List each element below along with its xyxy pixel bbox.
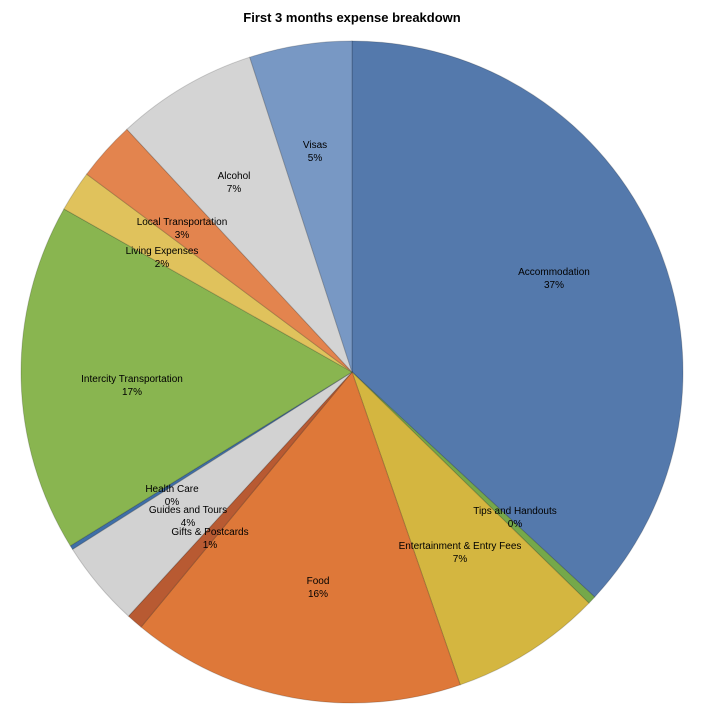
pie-slice-local-transportation xyxy=(85,128,353,373)
pie-slice-tips-and-handouts xyxy=(351,371,596,604)
slice-label-visas: Visas xyxy=(303,140,327,151)
slice-percent-intercity-transportation: 17% xyxy=(122,387,142,398)
pie-slice-accommodation xyxy=(351,40,684,598)
pie-slice-alcohol xyxy=(126,56,353,373)
slice-percent-entertainment-entry-fees: 7% xyxy=(453,554,468,565)
slice-percent-living-expenses: 2% xyxy=(155,259,170,270)
pie-slice-food xyxy=(140,370,461,704)
pie-slice-intercity-transportation xyxy=(20,208,353,547)
pie-slice-health-care xyxy=(69,371,353,551)
chart-title: First 3 months expense breakdown xyxy=(243,10,461,25)
pie-slice-visas xyxy=(249,40,353,373)
slice-percent-health-care: 0% xyxy=(165,497,180,508)
pie-slice-guides-and-tours xyxy=(71,371,353,617)
slice-percent-alcohol: 7% xyxy=(227,184,242,195)
slice-label-alcohol: Alcohol xyxy=(218,171,251,182)
slice-percent-food: 16% xyxy=(308,589,328,600)
slice-percent-accommodation: 37% xyxy=(544,280,564,291)
slice-label-food: Food xyxy=(307,576,330,587)
slice-label-intercity-transportation: Intercity Transportation xyxy=(81,374,183,385)
slice-label-guides-and-tours: Guides and Tours xyxy=(149,505,227,516)
slice-label-entertainment-entry-fees: Entertainment & Entry Fees xyxy=(399,541,522,552)
pie-slice-gifts-postcards xyxy=(127,371,353,628)
pie-slice-entertainment-entry-fees xyxy=(351,371,590,686)
slice-label-accommodation: Accommodation xyxy=(518,267,590,278)
slice-label-health-care: Health Care xyxy=(145,484,199,495)
slice-label-tips-and-handouts: Tips and Handouts xyxy=(473,506,557,517)
slice-label-local-transportation: Local Transportation xyxy=(137,217,228,228)
slice-percent-guides-and-tours: 4% xyxy=(181,518,196,529)
slice-percent-tips-and-handouts: 0% xyxy=(508,519,523,530)
slice-label-living-expenses: Living Expenses xyxy=(126,246,199,257)
slice-percent-local-transportation: 3% xyxy=(175,230,190,241)
slice-label-gifts-postcards: Gifts & Postcards xyxy=(171,527,248,538)
pie-slice-living-expenses xyxy=(63,173,353,373)
slice-percent-gifts-postcards: 1% xyxy=(203,540,218,551)
slice-percent-visas: 5% xyxy=(308,153,323,164)
